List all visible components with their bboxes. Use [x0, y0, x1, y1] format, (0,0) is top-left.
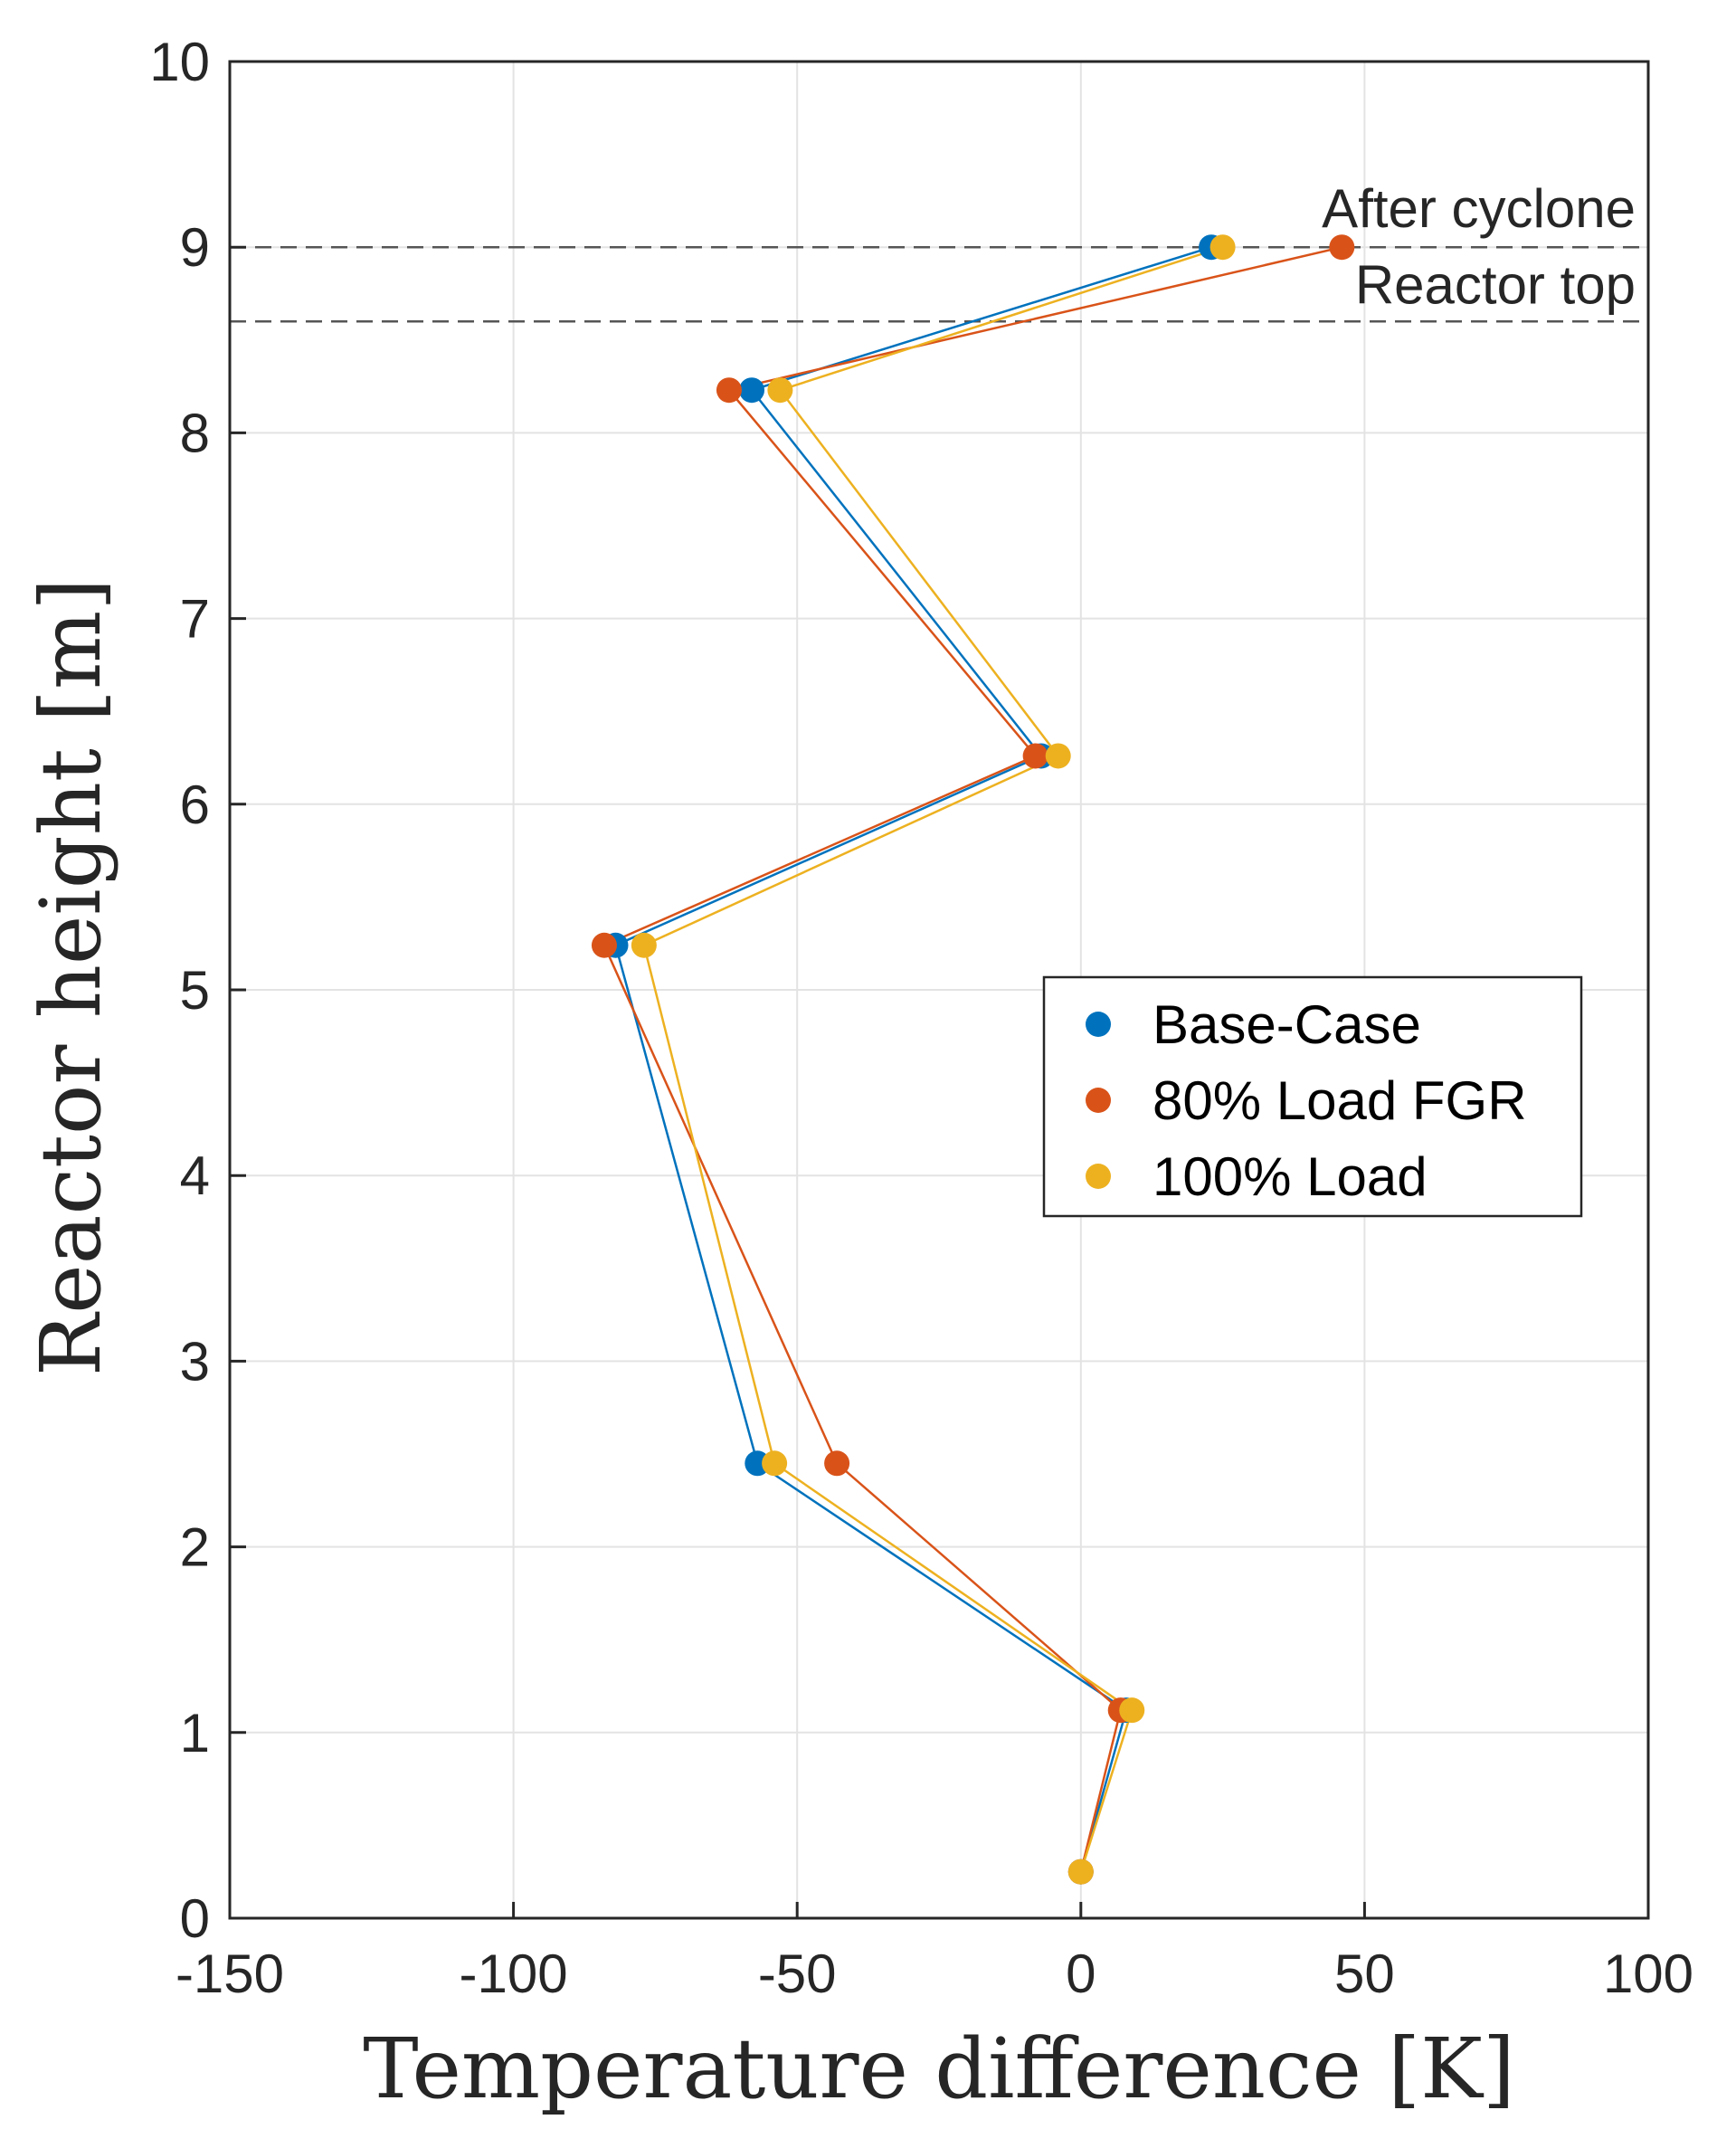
data-point [1329, 234, 1355, 261]
legend-marker [1086, 1012, 1111, 1037]
ticks: -150 -100 -50 0 50 100 0 1 2 3 4 5 6 7 8 9 10 [149, 32, 1693, 2004]
legend: Base-Case 80% Load FGR 100% Load [1042, 975, 1583, 1218]
x-axis-label: Temperature difference [K] [363, 2020, 1515, 2117]
x-tick-label: 0 [1066, 1944, 1096, 2004]
annotations: After cyclone Reactor top [1322, 178, 1636, 315]
y-tick-label: 6 [180, 775, 210, 835]
x-tick-label: -150 [175, 1944, 284, 2004]
data-point [1119, 1697, 1145, 1724]
data-point [591, 932, 617, 958]
y-tick-label: 3 [180, 1331, 210, 1392]
y-axis-label: Reactor height [m] [23, 578, 119, 1376]
data-point [1022, 743, 1048, 769]
y-tick-label: 1 [180, 1703, 210, 1763]
x-tick-label: 100 [1603, 1944, 1693, 2004]
legend-box [1042, 975, 1583, 1218]
legend-label: Base-Case [1153, 994, 1421, 1055]
y-tick-label: 8 [180, 403, 210, 463]
data-point [716, 377, 742, 404]
reference-line-label: Reactor top [1355, 254, 1636, 315]
legend-label: 100% Load [1153, 1146, 1428, 1207]
data-point [762, 1450, 788, 1477]
y-tick-label: 2 [180, 1517, 210, 1578]
y-tick-label: 5 [180, 960, 210, 1021]
x-tick-label: -100 [460, 1944, 568, 2004]
legend-label: 80% Load FGR [1153, 1070, 1527, 1131]
y-tick-label: 0 [180, 1888, 210, 1949]
legend-marker [1086, 1088, 1111, 1113]
data-point [739, 377, 765, 404]
data-point [1045, 743, 1071, 769]
y-tick-label: 10 [149, 32, 210, 92]
x-tick-label: -50 [758, 1944, 837, 2004]
reference-line-label: After cyclone [1322, 178, 1636, 239]
data-point [1067, 1858, 1094, 1885]
y-tick-label: 9 [180, 217, 210, 278]
y-tick-label: 4 [180, 1145, 210, 1206]
data-point [631, 932, 657, 958]
data-point [824, 1450, 850, 1477]
data-point [1210, 234, 1236, 261]
y-tick-label: 7 [180, 589, 210, 650]
series-group [591, 234, 1355, 1885]
legend-marker [1086, 1164, 1111, 1189]
data-point [767, 377, 793, 404]
reference-lines [230, 245, 1648, 323]
x-tick-label: 50 [1334, 1944, 1395, 2004]
